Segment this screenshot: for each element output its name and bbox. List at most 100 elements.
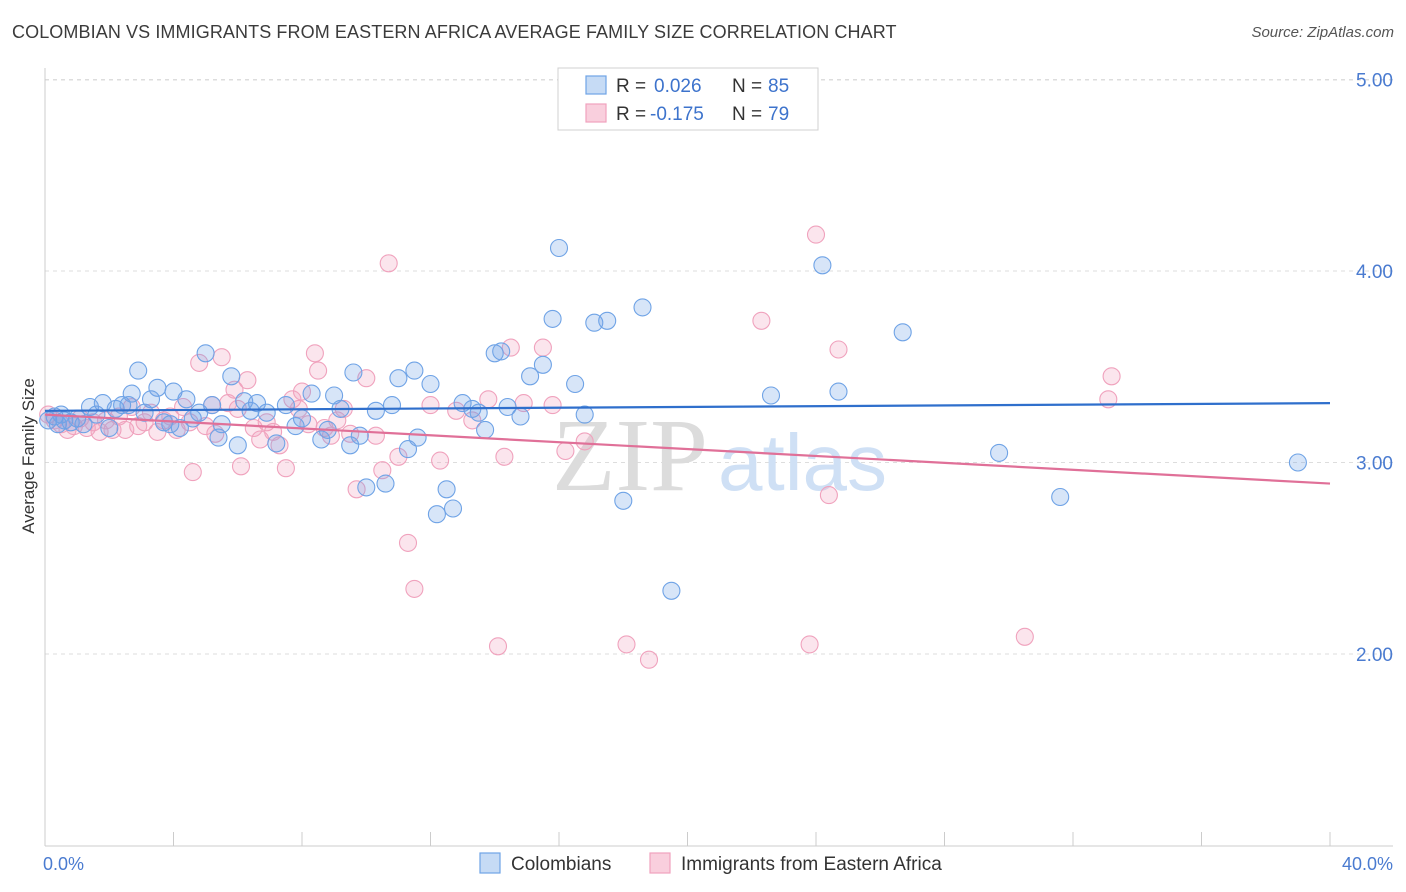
legend-swatch-colombians	[585, 75, 607, 95]
colombians-point-60	[443, 499, 463, 518]
y-tick-2.00: 2.00	[1356, 645, 1393, 666]
colombians-point-82	[829, 382, 848, 401]
colombians-point-73	[566, 374, 585, 394]
colombians-point-48	[350, 426, 369, 445]
colombians-point-37	[267, 434, 286, 453]
legend-swatch-eastern-africa	[585, 103, 607, 123]
colombians-point-52	[382, 396, 402, 415]
colombians-point-16	[129, 361, 148, 380]
eastern-africa-point-66	[501, 338, 520, 357]
eastern-africa-point-69	[543, 396, 562, 415]
bottom-legend-swatch-eastern-africa	[649, 852, 671, 874]
colombians-point-28	[203, 396, 222, 415]
colombians-point-40	[292, 409, 312, 428]
bottom-legend-colombians: Colombians	[511, 854, 611, 875]
legend-blue-n-value: 85	[768, 76, 789, 97]
colombians-point-81	[813, 256, 832, 275]
series-eastern-africa-points	[39, 225, 1121, 669]
eastern-africa-point-71	[575, 432, 594, 451]
eastern-africa-point-56	[389, 447, 408, 466]
colombians-point-50	[366, 401, 385, 420]
colombians-point-85	[1051, 487, 1070, 507]
colombians-point-21	[161, 415, 180, 434]
eastern-africa-trend-line	[44, 413, 1331, 485]
legend-pink-r-label: R =	[616, 104, 646, 125]
colombians-point-55	[405, 361, 424, 380]
colombians-point-18	[141, 390, 161, 409]
colombians-point-53	[389, 369, 408, 388]
colombians-point-31	[222, 367, 241, 386]
eastern-africa-point-28	[212, 348, 231, 367]
legend-pink-n-value: 79	[768, 104, 789, 125]
x-tick-max: 40.0%	[1342, 854, 1393, 874]
colombians-point-27	[196, 344, 215, 363]
eastern-africa-point-24	[190, 353, 209, 372]
colombians-point-46	[341, 436, 360, 455]
colombians-point-69	[521, 367, 540, 386]
y-tick-5.00: 5.00	[1356, 71, 1393, 92]
eastern-africa-point-45	[309, 361, 328, 380]
eastern-africa-point-64	[488, 637, 508, 656]
colombians-point-32	[228, 436, 247, 455]
legend: R = 0.026 N = 85 R = -0.175 N = 79	[557, 67, 819, 131]
eastern-africa-point-32	[231, 457, 251, 476]
eastern-africa-point-57	[398, 533, 418, 552]
trend-lines	[44, 402, 1331, 485]
colombians-point-39	[286, 417, 305, 436]
colombians-point-15	[122, 384, 141, 403]
colombians-point-71	[543, 309, 562, 328]
colombians-point-23	[170, 418, 189, 438]
eastern-africa-point-70	[556, 441, 575, 461]
colombians-point-66	[492, 342, 511, 361]
colombians-trend-line	[44, 402, 1331, 412]
eastern-africa-point-59	[421, 396, 440, 415]
colombians-point-41	[302, 384, 321, 403]
colombians-point-68	[511, 407, 530, 426]
eastern-africa-point-76	[806, 225, 826, 244]
eastern-africa-point-74	[752, 311, 771, 330]
colombians-point-38	[276, 396, 295, 415]
eastern-africa-point-68	[533, 338, 552, 357]
source-credit: Source: ZipAtlas.com	[1251, 24, 1394, 41]
eastern-africa-point-48	[328, 411, 347, 430]
colombians-point-49	[357, 478, 376, 497]
legend-blue-r-label: R =	[616, 76, 646, 97]
eastern-africa-point-38	[270, 436, 289, 455]
colombians-point-77	[614, 491, 633, 510]
colombians-point-84	[990, 443, 1009, 462]
colombians-point-47	[344, 363, 363, 382]
y-tick-4.00: 4.00	[1356, 262, 1393, 283]
colombians-point-83	[893, 323, 912, 342]
colombians-point-58	[427, 505, 446, 524]
watermark-zip: ZIP	[552, 398, 708, 513]
bottom-legend-swatch-colombians	[479, 852, 501, 874]
eastern-africa-point-54	[373, 461, 392, 480]
colombians-point-80	[761, 386, 781, 405]
bottom-legend-eastern-africa: Immigrants from Eastern Africa	[681, 854, 942, 875]
eastern-africa-point-47	[321, 426, 340, 445]
colombians-point-51	[376, 474, 395, 493]
colombians-point-29	[209, 428, 228, 447]
legend-blue-r-value: 0.026	[654, 76, 702, 97]
colombians-point-79	[662, 581, 681, 600]
colombians-point-63	[469, 403, 488, 422]
eastern-africa-point-72	[617, 635, 636, 654]
colombians-point-56	[408, 428, 427, 447]
bottom-legend: Colombians Immigrants from Eastern Afric…	[479, 852, 942, 875]
watermark-atlas: atlas	[718, 418, 887, 507]
colombians-point-76	[598, 311, 617, 330]
eastern-africa-point-65	[495, 447, 514, 466]
eastern-africa-point-75	[800, 635, 819, 654]
grid-lines	[45, 79, 1393, 655]
legend-pink-n-label: N =	[732, 104, 762, 125]
colombians-point-86	[1288, 453, 1307, 472]
colombians-point-65	[485, 344, 504, 363]
colombians-point-70	[533, 355, 552, 374]
colombians-point-72	[549, 238, 569, 258]
eastern-africa-point-33	[238, 371, 257, 390]
colombians-point-24	[177, 390, 196, 409]
x-tick-min: 0.0%	[43, 854, 84, 874]
chart-title: COLOMBIAN VS IMMIGRANTS FROM EASTERN AFR…	[12, 22, 897, 42]
y-tick-labels: 2.00 3.00 4.00 5.00	[1356, 71, 1393, 667]
